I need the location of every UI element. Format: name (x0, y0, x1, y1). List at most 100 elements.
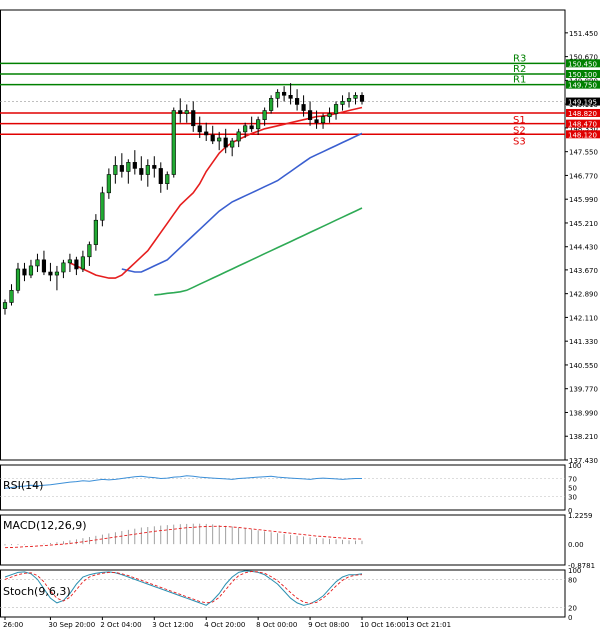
y-tick-label: 142.890 (569, 291, 598, 299)
candle-body (165, 174, 170, 184)
candle-body (61, 262, 66, 273)
candle-body (275, 91, 280, 99)
y-tick-label: 150.670 (569, 54, 598, 62)
candle-body (48, 271, 53, 276)
candle-body (295, 98, 300, 105)
candle-body (243, 125, 248, 133)
candle-body (282, 91, 287, 96)
candle-body (288, 95, 293, 99)
macd-label: MACD(12,26,9) (3, 519, 87, 532)
pivot-price-badge (566, 108, 600, 117)
moving-average-red (69, 106, 363, 279)
candle-body (145, 165, 150, 175)
candle-body (353, 95, 358, 99)
pivot-price-label: 150.100 (568, 71, 597, 79)
candle-body (9, 289, 14, 303)
candle-body (301, 104, 306, 111)
stoch-signal-line (4, 570, 363, 604)
pivot-price-badge (566, 119, 600, 128)
x-tick-label: 26:00 (3, 621, 23, 629)
moving-average-blue (121, 132, 363, 273)
pivot-price-badge (566, 130, 600, 139)
rsi-tick-label: 100 (568, 462, 581, 470)
candle-body (113, 165, 118, 175)
x-tick-label: 8 Oct 00:00 (256, 621, 297, 629)
y-tick-label: 139.770 (569, 386, 598, 394)
x-tick-label: 30 Sep 20:00 (48, 621, 95, 629)
stoch-tick-label: 20 (568, 605, 577, 613)
candle-body (2, 302, 8, 309)
pivot-price-label: 148.470 (568, 121, 597, 129)
x-tick-label: 9 Oct 08:00 (308, 621, 349, 629)
candle-body (256, 119, 261, 130)
candle-body (210, 134, 215, 142)
current-price-badge (566, 97, 600, 106)
candle-body (184, 110, 189, 114)
rsi-tick-label: 0 (568, 507, 572, 515)
candle-body (333, 104, 339, 114)
candle-body (74, 259, 79, 270)
candle-body (359, 95, 365, 102)
rsi-tick-label: 30 (568, 494, 577, 502)
pivot-label-s2: S2 (513, 126, 526, 137)
candle-body (80, 256, 85, 270)
x-tick-label: 2 Oct 04:00 (100, 621, 141, 629)
stoch-label: Stoch(9,6,3) (3, 585, 71, 598)
y-tick-label: 144.430 (569, 244, 598, 252)
pivot-label-r1: R1 (513, 75, 526, 86)
candle-body (223, 137, 228, 148)
candle-body (106, 174, 111, 194)
y-tick-label: 148.330 (569, 125, 598, 133)
y-tick-label: 140.550 (569, 362, 598, 370)
candle-body (249, 125, 254, 130)
y-tick-label: 138.990 (569, 409, 598, 417)
pivot-price-badge (566, 69, 600, 78)
macd-tick-label: 1.2259 (568, 512, 593, 520)
candle-body (35, 259, 40, 267)
pivot-label-s3: S3 (513, 136, 526, 147)
candle-body (87, 244, 92, 258)
y-tick-label: 141.330 (569, 338, 598, 346)
rsi-panel (0, 464, 566, 511)
candle-body (139, 168, 144, 175)
x-tick-label: 4 Oct 20:00 (204, 621, 245, 629)
candle-body (327, 113, 332, 117)
current-price-label: 149.195 (568, 99, 597, 107)
macd-panel (0, 514, 566, 566)
candle-body (197, 125, 202, 133)
candle-body (54, 271, 60, 276)
y-tick-label: 145.990 (569, 196, 598, 204)
candle-body (132, 162, 137, 169)
pivot-price-label: 150.450 (568, 60, 597, 68)
candle-body (28, 265, 34, 276)
candle-body (262, 110, 267, 120)
y-tick-label: 151.450 (569, 30, 598, 38)
rsi-tick-label: 70 (568, 476, 577, 484)
stoch-tick-label: 100 (568, 567, 581, 575)
moving-average-green (154, 207, 363, 296)
candle-body (22, 268, 27, 276)
candle-body (204, 131, 209, 136)
candle-body (100, 192, 105, 221)
macd-tick-label: -0.8781 (568, 562, 595, 570)
candle-body (15, 268, 21, 291)
rsi-tick-label: 50 (568, 485, 577, 493)
candle-body (307, 110, 313, 120)
x-tick-label: 10 Oct 16:00 (360, 621, 406, 629)
candle-body (191, 110, 196, 127)
macd-tick-label: 0.00 (568, 541, 584, 549)
pivot-label-r3: R3 (513, 53, 526, 64)
candle-body (340, 101, 345, 105)
candle-body (171, 110, 176, 175)
candle-body (119, 165, 124, 172)
rsi-line (4, 475, 362, 489)
y-tick-label: 138.210 (569, 433, 598, 441)
candle-body (67, 259, 72, 264)
stoch-panel (0, 569, 566, 618)
pivot-price-label: 148.120 (568, 131, 597, 139)
candle-body (158, 168, 163, 184)
candle-body (93, 219, 98, 245)
candle-body (126, 162, 131, 172)
